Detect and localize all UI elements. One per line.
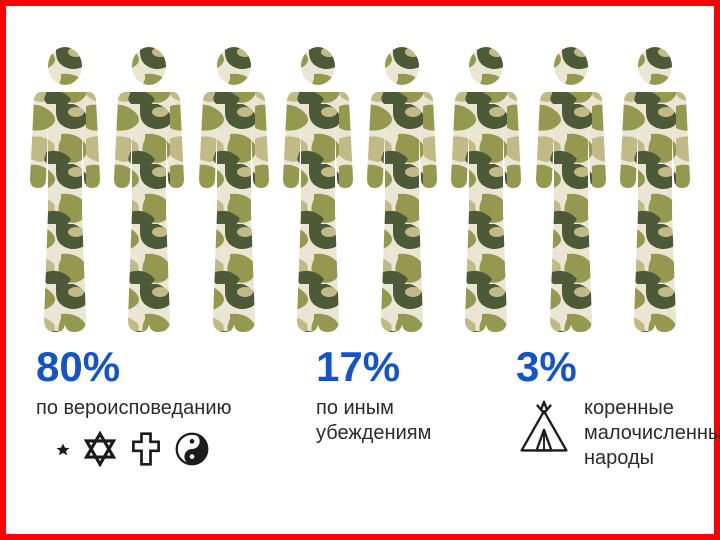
person-figure bbox=[616, 44, 694, 334]
star-of-david-icon bbox=[82, 431, 118, 467]
stat-religion-percent: 80% bbox=[36, 346, 316, 388]
stat-indigenous: 3% коренныемалочисленныенароды bbox=[516, 346, 716, 471]
person-figure bbox=[195, 44, 273, 334]
person-figure bbox=[532, 44, 610, 334]
stat-religion-label: по вероисповеданию bbox=[36, 396, 316, 421]
person-figure bbox=[279, 44, 357, 334]
stat-beliefs: 17% по инымубеждениям bbox=[316, 346, 516, 446]
person-figure bbox=[363, 44, 441, 334]
yin-yang-icon bbox=[174, 431, 210, 467]
person-figure bbox=[26, 44, 104, 334]
infographic-frame: 80% по вероисповеданию bbox=[0, 0, 720, 540]
person-figure bbox=[447, 44, 525, 334]
stat-religion: 80% по вероисповеданию bbox=[36, 346, 316, 467]
stat-beliefs-percent: 17% bbox=[316, 346, 516, 388]
religion-icons bbox=[36, 431, 316, 467]
crescent-icon bbox=[36, 431, 72, 467]
stat-beliefs-label: по инымубеждениям bbox=[316, 396, 516, 446]
tent-icon bbox=[516, 400, 572, 456]
cross-icon bbox=[128, 431, 164, 467]
people-row bbox=[26, 34, 694, 334]
person-figure bbox=[110, 44, 188, 334]
stat-indigenous-percent: 3% bbox=[516, 346, 716, 388]
stat-indigenous-label: коренныемалочисленныенароды bbox=[584, 396, 720, 471]
